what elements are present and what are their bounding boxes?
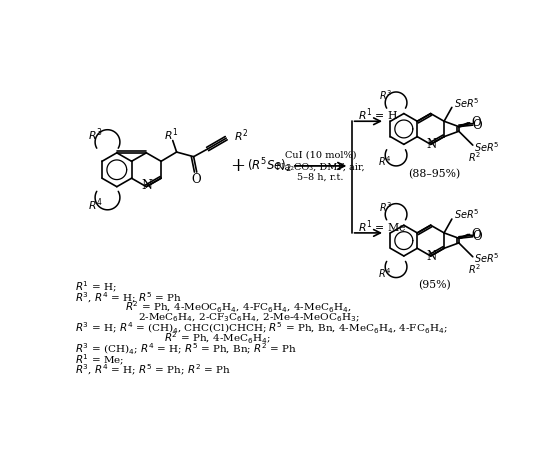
Text: $SeR^5$: $SeR^5$ <box>454 207 480 221</box>
Text: O: O <box>471 116 481 129</box>
Text: $R^3$ = (CH)$_4$; $R^4$ = H; $R^5$ = Ph, Bn; $R^2$ = Ph: $R^3$ = (CH)$_4$; $R^4$ = H; $R^5$ = Ph,… <box>75 341 297 357</box>
Text: $R^2$: $R^2$ <box>468 262 481 276</box>
Text: $R^4$: $R^4$ <box>88 197 102 213</box>
Text: O: O <box>191 173 201 186</box>
Text: $R^4$: $R^4$ <box>378 154 392 168</box>
Text: $R^3$ = H; $R^4$ = (CH)$_4$, CHC(Cl)CHCH; $R^5$ = Ph, Bn, 4-MeC$_6$H$_4$, 4-FC$_: $R^3$ = H; $R^4$ = (CH)$_4$, CHC(Cl)CHCH… <box>75 321 448 336</box>
Text: $SeR^5$: $SeR^5$ <box>474 252 500 265</box>
Text: $R^2$ = Ph, 4-MeOC$_6$H$_4$, 4-FC$_6$H$_4$, 4-MeC$_6$H$_4$,: $R^2$ = Ph, 4-MeOC$_6$H$_4$, 4-FC$_6$H$_… <box>125 300 352 315</box>
Text: $R^4$: $R^4$ <box>378 266 392 280</box>
Text: $R^2$: $R^2$ <box>468 151 481 164</box>
Text: $(R^5Se)_2$: $(R^5Se)_2$ <box>247 157 292 175</box>
Text: CuI (10 mol%): CuI (10 mol%) <box>285 151 356 159</box>
Text: $R^3$: $R^3$ <box>378 200 392 213</box>
Text: $R^3$: $R^3$ <box>378 88 392 102</box>
Text: $R^3$: $R^3$ <box>88 126 102 143</box>
Text: Na₂CO₃, DMF, air,: Na₂CO₃, DMF, air, <box>276 163 365 172</box>
Text: $SeR^5$: $SeR^5$ <box>454 96 480 110</box>
Text: (95%): (95%) <box>418 280 451 291</box>
Text: O: O <box>472 119 482 132</box>
Text: O: O <box>471 228 481 241</box>
Text: 2-MeC$_6$H$_4$, 2-CF$_3$C$_6$H$_4$, 2-Me-4-MeOC$_6$H$_3$;: 2-MeC$_6$H$_4$, 2-CF$_3$C$_6$H$_4$, 2-Me… <box>139 312 360 324</box>
Text: $R^1$: $R^1$ <box>164 126 178 143</box>
Text: N: N <box>426 250 437 263</box>
Text: $R^3$, $R^4$ = H; $R^5$ = Ph: $R^3$, $R^4$ = H; $R^5$ = Ph <box>75 290 182 305</box>
Text: O: O <box>472 230 482 243</box>
Text: $R^1$ = Me: $R^1$ = Me <box>358 219 406 235</box>
Text: +: + <box>230 157 245 175</box>
Text: 5–8 h, r.t.: 5–8 h, r.t. <box>298 172 344 181</box>
Text: $R^1$ = Me;: $R^1$ = Me; <box>75 352 124 367</box>
Text: $SeR^5$: $SeR^5$ <box>474 140 500 153</box>
Text: (88–95%): (88–95%) <box>409 168 461 179</box>
Text: $R^3$, $R^4$ = H; $R^5$ = Ph; $R^2$ = Ph: $R^3$, $R^4$ = H; $R^5$ = Ph; $R^2$ = Ph <box>75 363 231 378</box>
Text: $R^1$ = H;: $R^1$ = H; <box>75 279 117 294</box>
Text: $R^2$: $R^2$ <box>234 127 248 144</box>
Text: $R^2$ = Ph, 4-MeC$_6$H$_4$;: $R^2$ = Ph, 4-MeC$_6$H$_4$; <box>164 331 271 346</box>
Text: N: N <box>426 138 437 151</box>
Text: $R^1$ = H: $R^1$ = H <box>358 107 398 123</box>
Text: N: N <box>141 179 152 193</box>
